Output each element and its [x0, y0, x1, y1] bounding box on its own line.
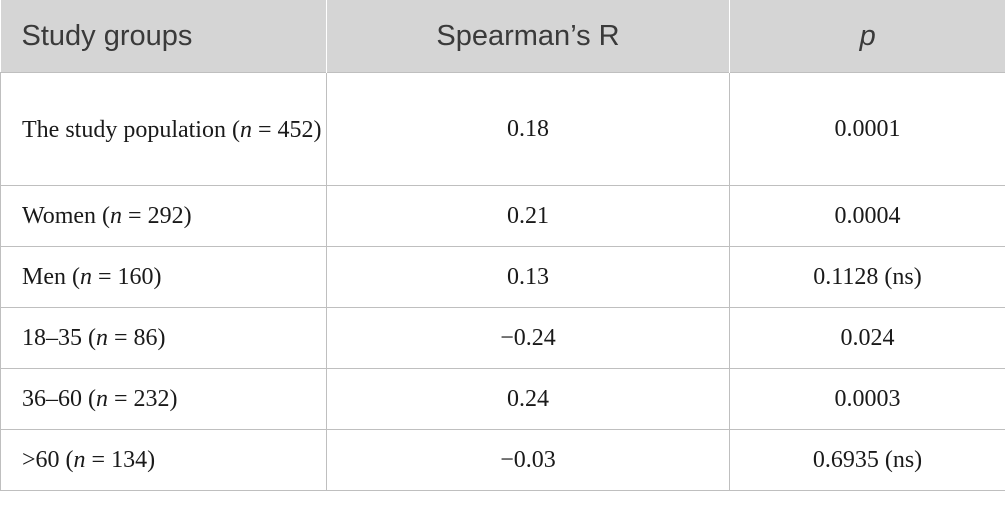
- cell-p-value: 0.1128 (ns): [729, 246, 1005, 308]
- cell-spearman-r: 0.18: [326, 72, 730, 186]
- cell-spearman-r: −0.03: [326, 429, 730, 491]
- correlation-table-container: Study groups Spearman’s R p The study po…: [0, 0, 1005, 491]
- group-suffix: = 232): [108, 385, 178, 412]
- cell-study-group: 36–60 (n = 232): [0, 368, 327, 430]
- group-prefix: Men (: [22, 263, 80, 290]
- n-label: n: [96, 385, 108, 412]
- cell-p-value: 0.024: [729, 307, 1005, 369]
- cell-spearman-r: 0.13: [326, 246, 730, 308]
- group-suffix: = 292): [122, 202, 192, 229]
- n-label: n: [73, 446, 86, 473]
- n-label: n: [110, 202, 123, 229]
- cell-study-group: 18–35 (n = 86): [0, 307, 327, 369]
- table-header-row: Study groups Spearman’s R p: [0, 0, 1005, 73]
- cell-spearman-r: −0.24: [326, 307, 730, 369]
- group-suffix: = 86): [108, 324, 166, 351]
- group-prefix: The study population (: [22, 117, 240, 143]
- table-row: >60 (n = 134) −0.03 0.6935 (ns): [0, 429, 1005, 491]
- table-row: Women (n = 292) 0.21 0.0004: [0, 185, 1005, 247]
- correlation-table: Study groups Spearman’s R p The study po…: [0, 0, 1005, 491]
- cell-p-value: 0.0003: [729, 368, 1005, 430]
- n-label: n: [96, 324, 108, 351]
- header-spearmans-r: Spearman’s R: [326, 0, 730, 73]
- cell-spearman-r: 0.24: [326, 368, 730, 430]
- cell-study-group: Women (n = 292): [0, 185, 327, 247]
- cell-study-group: The study population (n = 452): [0, 72, 327, 186]
- group-suffix: = 134): [85, 446, 156, 473]
- cell-p-value: 0.6935 (ns): [729, 429, 1005, 491]
- cell-study-group: >60 (n = 134): [0, 429, 327, 491]
- cell-p-value: 0.0004: [729, 185, 1005, 247]
- group-suffix: = 452): [251, 117, 322, 143]
- group-prefix: 18–35 (: [22, 324, 96, 351]
- group-suffix: = 160): [91, 263, 162, 290]
- group-prefix: >60 (: [22, 446, 74, 473]
- cell-spearman-r: 0.21: [326, 185, 730, 247]
- header-p-label: p: [859, 19, 876, 52]
- header-p-value: p: [729, 0, 1005, 73]
- table-row: Men (n = 160) 0.13 0.1128 (ns): [0, 246, 1005, 308]
- table-row: 36–60 (n = 232) 0.24 0.0003: [0, 368, 1005, 430]
- cell-p-value: 0.0001: [729, 72, 1005, 186]
- n-label: n: [239, 117, 252, 143]
- n-label: n: [79, 263, 92, 290]
- table-row: The study population (n = 452) 0.18 0.00…: [0, 72, 1005, 186]
- header-study-groups: Study groups: [0, 0, 327, 73]
- table-row: 18–35 (n = 86) −0.24 0.024: [0, 307, 1005, 369]
- group-prefix: 36–60 (: [22, 385, 96, 412]
- cell-study-group: Men (n = 160): [0, 246, 327, 308]
- group-prefix: Women (: [22, 202, 111, 229]
